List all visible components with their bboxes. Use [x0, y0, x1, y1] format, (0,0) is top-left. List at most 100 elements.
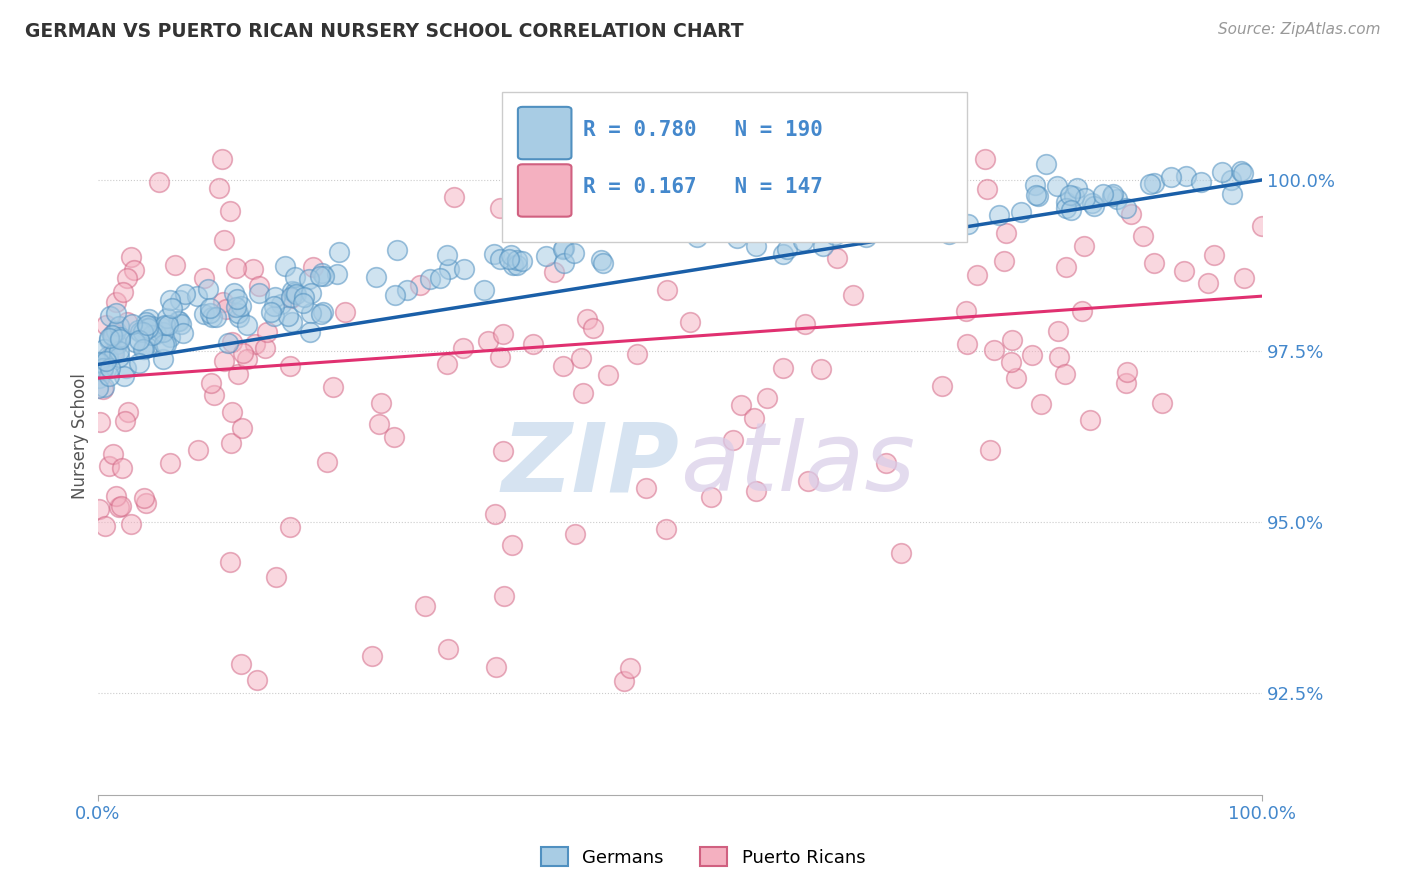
Point: [1101, 189, 1123, 203]
Point: [976, 181, 998, 195]
Point: [141, 327, 163, 342]
Point: [236, 352, 259, 367]
Point: [437, 262, 460, 277]
Point: [810, 361, 832, 376]
Point: [492, 443, 515, 458]
Point: [543, 265, 565, 279]
Point: [159, 330, 181, 344]
Point: [148, 175, 170, 189]
Point: [298, 271, 321, 285]
Point: [1001, 334, 1024, 348]
Point: [1047, 350, 1070, 364]
Point: [115, 315, 138, 329]
Point: [1174, 169, 1197, 183]
Point: [855, 229, 877, 244]
Point: [208, 181, 231, 195]
Point: [918, 204, 941, 219]
Point: [152, 325, 174, 339]
Point: [256, 326, 278, 340]
Point: [824, 228, 846, 243]
Point: [225, 292, 247, 306]
Point: [121, 318, 143, 332]
Point: [1063, 189, 1085, 203]
Point: [436, 248, 458, 262]
Point: [247, 279, 270, 293]
Point: [242, 262, 264, 277]
Point: [792, 234, 814, 248]
Point: [1115, 201, 1137, 215]
Point: [489, 252, 512, 266]
Point: [141, 328, 163, 343]
Point: [135, 315, 157, 329]
Point: [1060, 203, 1083, 218]
Point: [302, 260, 325, 275]
Point: [794, 317, 817, 331]
Point: [211, 153, 233, 167]
Point: [132, 325, 155, 339]
Point: [149, 319, 172, 334]
Point: [395, 284, 418, 298]
Point: [1046, 178, 1069, 193]
Point: [1029, 397, 1052, 411]
Point: [328, 244, 350, 259]
Point: [105, 337, 128, 351]
Point: [772, 361, 794, 376]
Point: [214, 354, 236, 368]
Point: [451, 341, 474, 355]
Point: [931, 379, 953, 393]
Point: [132, 321, 155, 335]
Point: [98, 333, 121, 347]
Point: [128, 333, 150, 347]
Point: [219, 556, 242, 570]
Point: [280, 290, 302, 304]
Point: [221, 405, 243, 419]
Point: [87, 356, 110, 370]
Point: [212, 295, 235, 310]
Text: R = 0.780   N = 190: R = 0.780 N = 190: [583, 120, 823, 140]
Point: [787, 211, 810, 225]
Point: [117, 404, 139, 418]
Point: [167, 313, 190, 327]
Point: [415, 599, 437, 614]
Point: [231, 421, 253, 435]
Point: [138, 312, 160, 326]
Point: [132, 343, 155, 357]
Point: [111, 461, 134, 475]
Point: [553, 256, 575, 270]
Point: [983, 343, 1005, 358]
Point: [1230, 164, 1253, 178]
Point: [281, 284, 304, 298]
Point: [1211, 165, 1233, 179]
Point: [193, 270, 215, 285]
Point: [1010, 204, 1032, 219]
Point: [955, 304, 977, 318]
Point: [219, 203, 242, 218]
Point: [298, 326, 321, 340]
Point: [1004, 371, 1026, 385]
Point: [217, 335, 239, 350]
Point: [1059, 188, 1081, 202]
Point: [1232, 270, 1254, 285]
Point: [485, 659, 508, 673]
Point: [274, 259, 297, 273]
Point: [498, 252, 520, 266]
Point: [314, 269, 336, 284]
Point: [170, 317, 193, 331]
Point: [536, 249, 558, 263]
Point: [89, 501, 111, 516]
Point: [253, 341, 276, 355]
Point: [264, 290, 287, 304]
Point: [1173, 264, 1195, 278]
Text: R = 0.167   N = 147: R = 0.167 N = 147: [583, 178, 823, 197]
Point: [562, 245, 585, 260]
Point: [492, 589, 515, 603]
Point: [156, 310, 179, 325]
Point: [477, 334, 499, 348]
Point: [488, 201, 510, 215]
Point: [91, 361, 114, 376]
Point: [187, 443, 209, 458]
Point: [128, 325, 150, 339]
Point: [311, 266, 333, 280]
Text: atlas: atlas: [679, 418, 915, 511]
Point: [887, 215, 910, 229]
